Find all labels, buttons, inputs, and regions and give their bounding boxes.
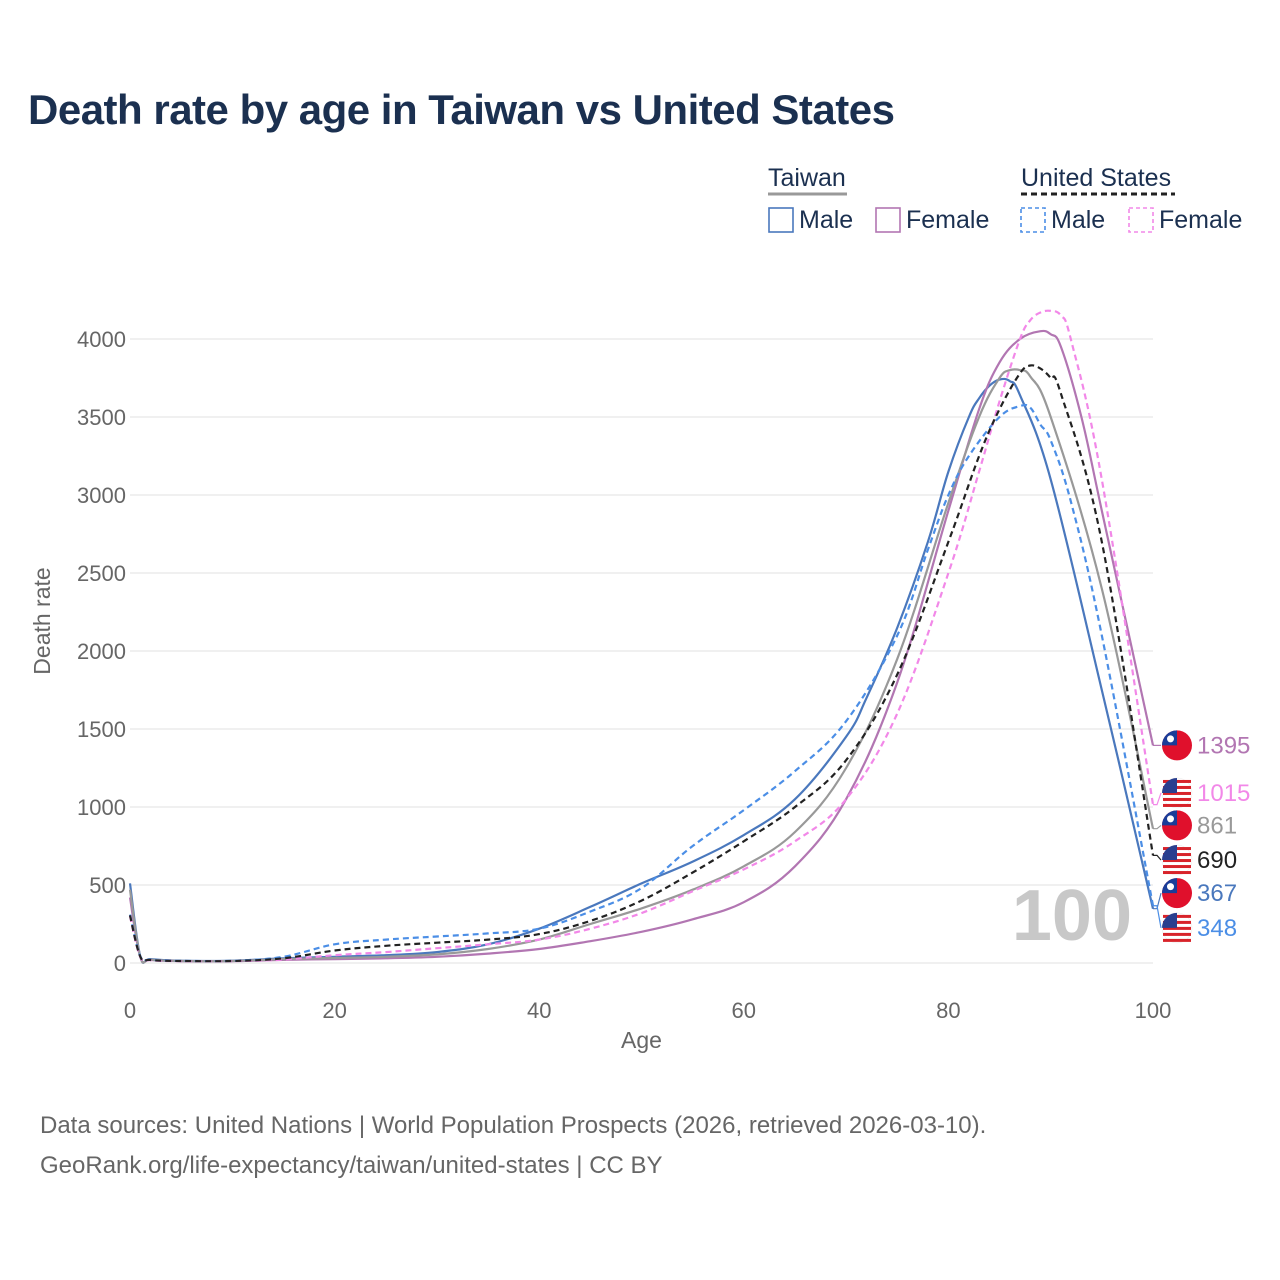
end-label-value: 861 bbox=[1197, 812, 1237, 839]
age-watermark: 100 bbox=[1012, 876, 1132, 956]
us-flag-stripe bbox=[1163, 797, 1191, 801]
x-tick-label: 80 bbox=[936, 998, 960, 1023]
us-flag-stripe bbox=[1163, 938, 1191, 942]
taiwan-flag-sun bbox=[1167, 883, 1174, 891]
x-tick-label: 60 bbox=[732, 998, 756, 1023]
taiwan-flag-sun bbox=[1167, 815, 1174, 823]
us-flag-canton bbox=[1162, 912, 1177, 928]
series-line-taiwan-male bbox=[128, 377, 1155, 964]
legend-item-male[interactable]: Male bbox=[1051, 206, 1105, 234]
y-tick-label: 500 bbox=[89, 873, 126, 898]
legend-swatch[interactable] bbox=[1128, 207, 1154, 233]
y-tick-label: 2000 bbox=[77, 639, 126, 664]
y-tick-label: 4000 bbox=[77, 327, 126, 352]
us-flag-stripe bbox=[1163, 871, 1191, 875]
y-tick-label: 0 bbox=[114, 951, 126, 976]
legend-swatch[interactable] bbox=[875, 207, 901, 233]
x-tick-label: 20 bbox=[322, 998, 346, 1023]
series-line-taiwan-female bbox=[128, 329, 1155, 964]
chart-title: Death rate by age in Taiwan vs United St… bbox=[28, 86, 895, 133]
us-flag-stripe bbox=[1163, 859, 1191, 863]
end-label-value: 367 bbox=[1197, 880, 1237, 907]
us-flag-canton bbox=[1162, 777, 1177, 793]
legend-item-female[interactable]: Female bbox=[1159, 206, 1242, 234]
y-tick-label: 3000 bbox=[77, 483, 126, 508]
x-tick-label: 40 bbox=[527, 998, 551, 1023]
source-line-data: Data sources: United Nations | World Pop… bbox=[40, 1112, 987, 1139]
legend-swatch[interactable] bbox=[1020, 207, 1046, 233]
legend-item-female[interactable]: Female bbox=[906, 206, 989, 234]
end-label-connector bbox=[1153, 792, 1162, 806]
end-label-connector bbox=[1153, 905, 1162, 929]
us-flag-stripe bbox=[1163, 932, 1191, 936]
y-tick-label: 2500 bbox=[77, 561, 126, 586]
legend-group-united-states[interactable]: United States bbox=[1021, 164, 1171, 192]
taiwan-flag-sun bbox=[1167, 735, 1174, 743]
end-label-connector bbox=[1153, 824, 1162, 830]
series-line-united-states-both bbox=[128, 364, 1155, 963]
us-flag-stripe bbox=[1163, 791, 1191, 795]
us-flag-canton bbox=[1162, 845, 1177, 861]
legend-swatch[interactable] bbox=[768, 207, 794, 233]
end-label-value: 348 bbox=[1197, 915, 1237, 942]
y-tick-label: 1000 bbox=[77, 795, 126, 820]
source-line-url[interactable]: GeoRank.org/life-expectancy/taiwan/unite… bbox=[40, 1152, 663, 1179]
end-label-value: 1395 bbox=[1197, 732, 1250, 759]
series-line-united-states-female bbox=[128, 309, 1155, 963]
legend-group-taiwan[interactable]: Taiwan bbox=[768, 164, 846, 192]
series-line-taiwan-both bbox=[128, 368, 1155, 964]
x-axis-title: Age bbox=[621, 1027, 662, 1053]
x-tick-label: 100 bbox=[1135, 998, 1172, 1023]
source-note: Data sources: United Nations | World Pop… bbox=[40, 1106, 986, 1186]
us-flag-stripe bbox=[1163, 803, 1191, 807]
y-axis-title: Death rate bbox=[29, 567, 55, 674]
legend-item-male[interactable]: Male bbox=[799, 206, 853, 234]
end-label-value: 1015 bbox=[1197, 780, 1250, 807]
end-label-connector bbox=[1153, 854, 1162, 861]
series-line-united-states-male bbox=[128, 403, 1155, 963]
x-tick-label: 0 bbox=[124, 998, 136, 1023]
end-label-value: 690 bbox=[1197, 847, 1237, 874]
us-flag-stripe bbox=[1163, 865, 1191, 869]
y-tick-label: 1500 bbox=[77, 717, 126, 742]
y-tick-label: 3500 bbox=[77, 405, 126, 430]
us-flag-stripe bbox=[1163, 926, 1191, 930]
